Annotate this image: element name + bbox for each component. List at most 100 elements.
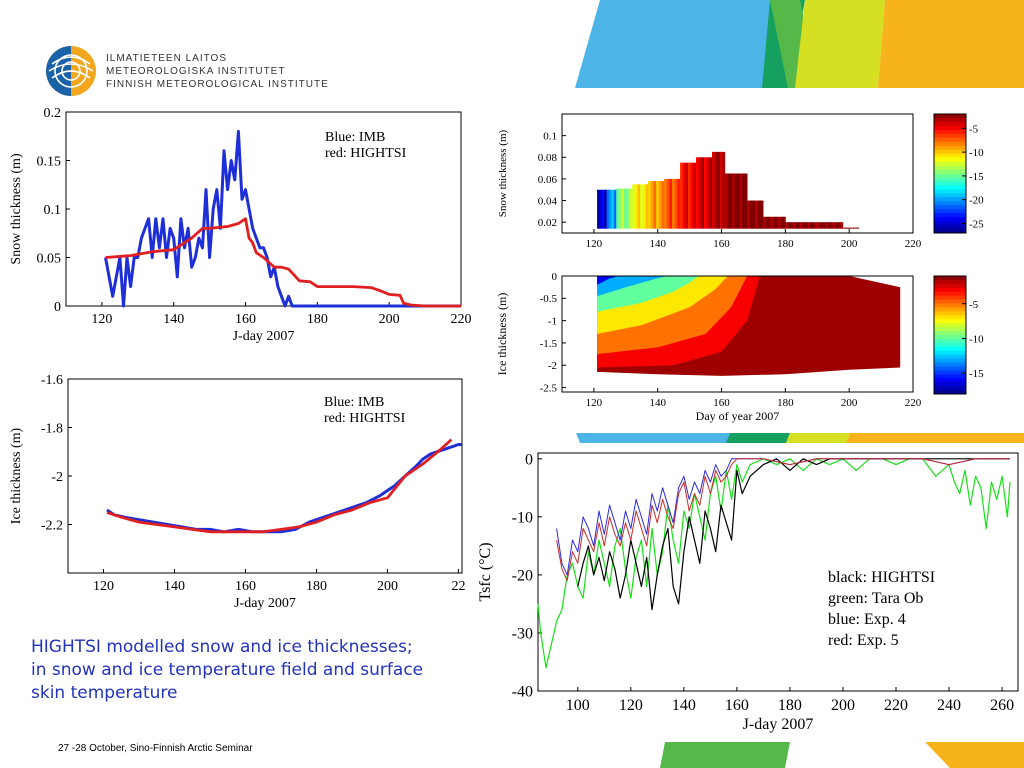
y-tick-label: 0.04 bbox=[538, 195, 558, 207]
y-tick-label: -20 bbox=[512, 568, 533, 585]
x-tick-label: 140 bbox=[672, 697, 696, 714]
plot-frame bbox=[537, 452, 1019, 692]
snow-field-cell bbox=[648, 181, 652, 229]
y-tick-label: -1.6 bbox=[41, 373, 63, 388]
colorbar-segment bbox=[934, 331, 966, 336]
snow-field-cell bbox=[661, 181, 665, 229]
snow-field-cell bbox=[645, 184, 649, 229]
x-tick-label: 180 bbox=[778, 697, 802, 714]
y-tick-label: 0.06 bbox=[538, 174, 558, 186]
snow-field-cell bbox=[640, 184, 644, 229]
snow-field-cell bbox=[693, 162, 697, 229]
colorbar-segment bbox=[934, 217, 966, 222]
x-tick-label: 100 bbox=[566, 697, 590, 714]
x-tick-label: 140 bbox=[649, 397, 666, 409]
snow-field-cell bbox=[842, 227, 846, 229]
fmi-logo bbox=[44, 44, 98, 103]
snow-field-cell bbox=[832, 222, 836, 229]
snow-field-cell bbox=[616, 188, 620, 229]
snow-field-cell bbox=[724, 173, 728, 229]
snow-field-cell bbox=[840, 222, 844, 229]
colorbar-frame bbox=[933, 113, 967, 234]
colorbar-segment bbox=[934, 153, 966, 159]
snow-field-cell bbox=[669, 178, 673, 229]
colorbar-segment bbox=[934, 358, 966, 364]
colorbar-segment bbox=[934, 374, 966, 379]
series-line-hightsi bbox=[106, 438, 453, 534]
snow-field-cell bbox=[835, 222, 839, 229]
snow-field-cell bbox=[599, 189, 603, 229]
x-tick-label: 140 bbox=[164, 579, 185, 594]
snow-field-cell bbox=[717, 151, 721, 229]
y-tick-label: -2 bbox=[548, 360, 557, 372]
x-tick-label: 120 bbox=[91, 312, 112, 327]
y-tick-label: 0.02 bbox=[538, 217, 557, 229]
x-tick-label: 200 bbox=[379, 312, 400, 327]
slide-caption: HIGHTSI modelled snow and ice thicknesse… bbox=[31, 636, 423, 705]
snow-field-cell bbox=[609, 189, 612, 229]
snow-field-cell bbox=[856, 227, 860, 229]
y-tick-label: -1.8 bbox=[41, 421, 63, 436]
colorbar-segment bbox=[934, 189, 966, 194]
colorbar-segment bbox=[934, 197, 966, 202]
snow-field-cell bbox=[749, 200, 753, 229]
x-tick-label: 180 bbox=[307, 312, 328, 327]
snow-field-cell bbox=[642, 184, 646, 229]
colorbar-segment bbox=[934, 390, 966, 395]
legend-entry: green: Tara Ob bbox=[828, 590, 923, 607]
logo-text: ILMATIETEEN LAITOS METEOROLOGISKA INSTIT… bbox=[106, 52, 329, 91]
y-tick-label: -1 bbox=[548, 315, 557, 327]
colorbar-segment bbox=[934, 157, 966, 163]
snow-field-cell bbox=[664, 178, 668, 229]
x-tick-label: 220 bbox=[905, 238, 922, 250]
colorbar-segment bbox=[934, 205, 966, 210]
colorbar-segment bbox=[934, 299, 966, 305]
colorbar-segment bbox=[934, 335, 966, 340]
x-tick-label: 220 bbox=[884, 697, 908, 714]
snow-field-cell bbox=[714, 151, 718, 229]
snow-field-cell bbox=[682, 162, 686, 229]
colorbar-segment bbox=[934, 229, 966, 234]
colorbar-segment bbox=[934, 213, 966, 218]
colorbar-segment bbox=[934, 307, 966, 312]
y-tick-label: -10 bbox=[512, 509, 533, 526]
colorbar-segment bbox=[934, 125, 966, 131]
y-axis-label: Ice thickness (m) bbox=[495, 293, 509, 376]
x-tick-label: 220 bbox=[905, 397, 922, 409]
colorbar-frame bbox=[933, 275, 967, 395]
colorbar-tick-label: -5 bbox=[969, 123, 979, 135]
surface-temperature-chart: 100 120 140 160 180 200 220 240 260 0 -10 -20 -30 -40… bbox=[477, 451, 1019, 733]
x-tick-label: 160 bbox=[235, 312, 256, 327]
snow-field-cell bbox=[597, 189, 600, 229]
colorbar-segment bbox=[934, 185, 966, 190]
footer-text: 27 -28 October, Sino-Finnish Arctic Semi… bbox=[58, 743, 253, 754]
snow-field-cell bbox=[734, 173, 738, 229]
y-tick-label: 0.1 bbox=[543, 130, 557, 142]
colorbar-segment bbox=[934, 193, 966, 198]
colorbar-tick-label: -5 bbox=[969, 299, 979, 311]
snow-field-cell bbox=[770, 216, 774, 229]
snow-field-cell bbox=[837, 222, 841, 229]
legend-entry: red: Exp. 5 bbox=[828, 632, 899, 649]
colorbar-segment bbox=[934, 276, 966, 281]
colorbar-segment bbox=[934, 303, 966, 308]
snow-field-cell bbox=[822, 222, 826, 229]
series-line-green-tara-ob bbox=[537, 458, 1011, 669]
x-tick-label: 160 bbox=[713, 397, 730, 409]
snow-field-cell bbox=[819, 222, 823, 229]
snow-field-cell bbox=[795, 222, 799, 229]
snow-field-cell bbox=[606, 189, 610, 229]
caption-line-2: in snow and ice temperature field and su… bbox=[31, 660, 424, 680]
snow-field-cell bbox=[812, 222, 816, 229]
plot-frame bbox=[561, 113, 914, 234]
legend-entry: black: HIGHTSI bbox=[828, 569, 935, 586]
x-axis-label: J-day 2007 bbox=[234, 596, 296, 611]
colorbar-segment bbox=[934, 287, 966, 293]
snow-field-cell bbox=[637, 184, 641, 229]
colorbar-segment bbox=[934, 201, 966, 206]
snow-field-cell bbox=[650, 181, 654, 229]
series-line-red-exp-5 bbox=[556, 458, 1010, 582]
colorbar-segment bbox=[934, 121, 966, 127]
ice-field-isotherm-band bbox=[597, 276, 668, 297]
middle-stripes bbox=[576, 433, 1024, 443]
